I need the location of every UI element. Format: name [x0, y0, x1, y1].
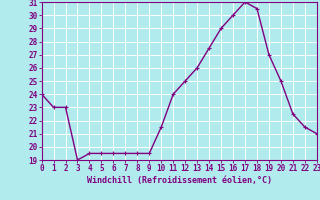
X-axis label: Windchill (Refroidissement éolien,°C): Windchill (Refroidissement éolien,°C)	[87, 176, 272, 185]
